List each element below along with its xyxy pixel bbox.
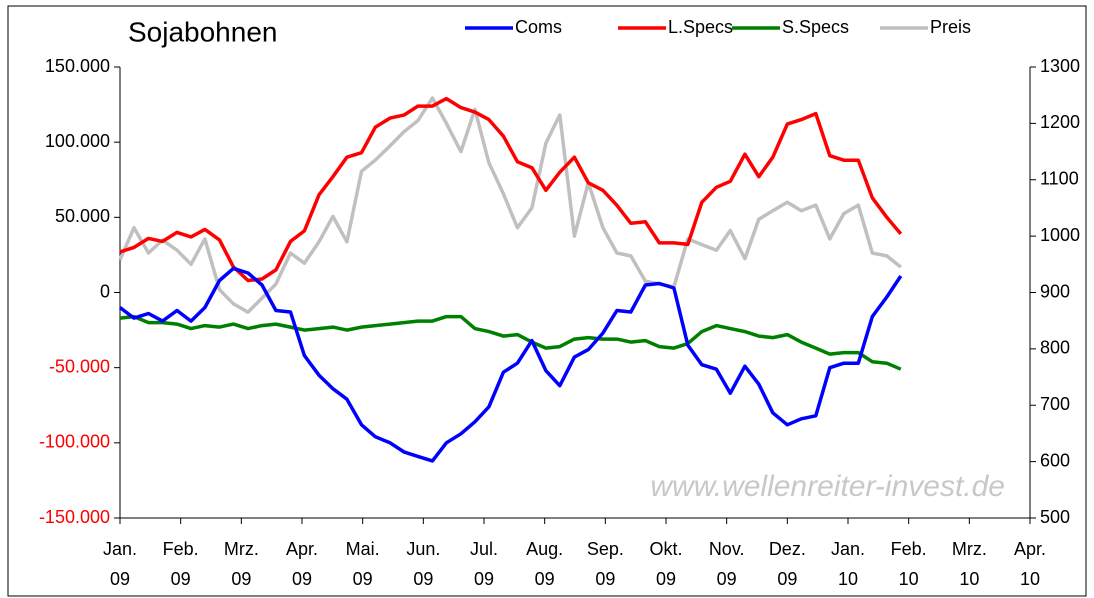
x-tick-label: Apr.: [286, 539, 318, 559]
y2-tick-label: 1000: [1040, 225, 1080, 245]
series-line: [119, 314, 902, 371]
x-tick-label: Feb.: [163, 539, 199, 559]
y2-tick-label: 500: [1040, 507, 1070, 527]
x-tick-label: Apr.: [1014, 539, 1046, 559]
y-tick-label: -50.000: [49, 356, 110, 376]
x-tick-label: Aug.: [526, 539, 563, 559]
x-tick-year: 09: [535, 569, 555, 589]
x-tick-label: Dez.: [769, 539, 806, 559]
x-tick-label: Nov.: [709, 539, 745, 559]
x-tick-year: 09: [777, 569, 797, 589]
y2-tick-label: 900: [1040, 281, 1070, 301]
x-tick-year: 09: [595, 569, 615, 589]
y2-tick-label: 700: [1040, 394, 1070, 414]
x-tick-year: 09: [413, 569, 433, 589]
y-tick-label: 0: [100, 281, 110, 301]
x-tick-year: 09: [110, 569, 130, 589]
y2-tick-label: 800: [1040, 338, 1070, 358]
legend-label: S.Specs: [782, 17, 849, 37]
chart-title: Sojabohnen: [128, 16, 277, 47]
x-tick-year: 10: [959, 569, 979, 589]
y-tick-label: -150.000: [39, 507, 110, 527]
y2-tick-label: 600: [1040, 450, 1070, 470]
x-tick-label: Feb.: [891, 539, 927, 559]
series-line: [118, 96, 902, 314]
y-tick-label: 50.000: [55, 206, 110, 226]
legend-label: L.Specs: [668, 17, 733, 37]
x-tick-year: 10: [838, 569, 858, 589]
x-tick-label: Mrz.: [952, 539, 987, 559]
x-tick-label: Jul.: [470, 539, 498, 559]
y-tick-label: 100.000: [45, 131, 110, 151]
x-tick-year: 10: [899, 569, 919, 589]
x-tick-year: 09: [474, 569, 494, 589]
x-tick-label: Okt.: [649, 539, 682, 559]
legend-label: Preis: [930, 17, 971, 37]
series-line: [118, 266, 903, 463]
x-tick-year: 09: [717, 569, 737, 589]
chart-frame: [7, 5, 1087, 597]
x-tick-year: 09: [656, 569, 676, 589]
y2-tick-label: 1200: [1040, 112, 1080, 132]
legend-label: Coms: [515, 17, 562, 37]
watermark: www.wellenreiter-invest.de: [650, 470, 1005, 503]
x-tick-label: Mai.: [346, 539, 380, 559]
x-tick-label: Jun.: [406, 539, 440, 559]
x-tick-label: Sep.: [587, 539, 624, 559]
series-line: [119, 96, 903, 283]
y-tick-label: 150.000: [45, 56, 110, 76]
x-tick-year: 09: [171, 569, 191, 589]
x-tick-year: 09: [292, 569, 312, 589]
x-tick-label: Jan.: [103, 539, 137, 559]
x-tick-year: 10: [1020, 569, 1040, 589]
x-tick-label: Jan.: [831, 539, 865, 559]
y-tick-label: -100.000: [39, 432, 110, 452]
x-tick-label: Mrz.: [224, 539, 259, 559]
x-tick-year: 09: [231, 569, 251, 589]
y2-tick-label: 1100: [1040, 169, 1079, 189]
y2-tick-label: 1300: [1040, 56, 1080, 76]
x-tick-year: 09: [353, 569, 373, 589]
